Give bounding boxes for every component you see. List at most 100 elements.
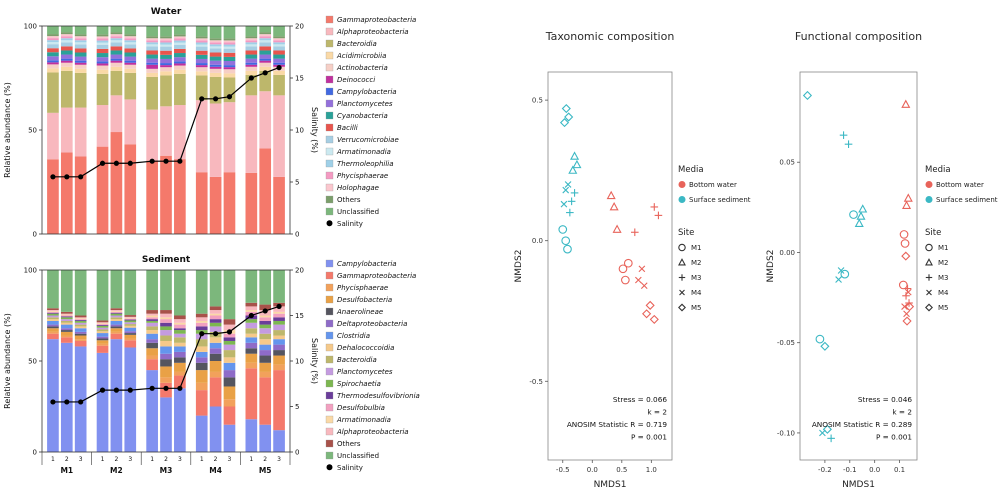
water-bar-segment	[259, 70, 272, 92]
legend-label: Salinity	[337, 220, 363, 228]
y2-tick-label: 0	[295, 449, 299, 457]
sediment-bar-segment	[195, 326, 208, 331]
legend-label: Unclassified	[337, 208, 379, 216]
sediment-bar-segment	[110, 339, 123, 452]
media-legend-title: Media	[925, 165, 951, 175]
sediment-bar-segment	[110, 315, 123, 318]
legend-swatch	[325, 391, 334, 400]
nmds-point-M1-bottom_water	[618, 264, 628, 274]
water-bar-segment	[223, 56, 236, 62]
functional-nmds-panel: Functional composition -0.2 -0.1 0.0 0.1 -0.1…	[755, 0, 1000, 500]
sediment-bar-segment	[124, 333, 137, 335]
water-salinity-marker	[262, 70, 268, 76]
sediment-bar-segment	[245, 333, 258, 338]
water-bar-segment	[160, 75, 172, 107]
water-bar-segment	[174, 57, 186, 62]
water-bar-segment	[60, 62, 73, 67]
water-bar-segment	[259, 62, 272, 67]
water-y2-axis-label: Salinity (%)	[310, 107, 319, 153]
water-bar-segment	[74, 40, 87, 43]
water-bar-segment	[47, 64, 59, 69]
water-bar-segment	[160, 40, 172, 43]
nmds-point-M4-bottom_water	[634, 276, 642, 284]
sediment-bar-segment	[174, 330, 186, 334]
sediment-bar-segment	[96, 352, 109, 452]
sediment-bar-segment	[259, 320, 272, 325]
water-bar-segment	[174, 36, 186, 39]
legend-label: Acidimicrobiia	[336, 52, 386, 60]
legend-swatch	[325, 135, 334, 144]
water-bar-segment	[110, 70, 123, 96]
sediment-salinity-marker	[64, 399, 70, 405]
sediment-bar-segment	[174, 322, 186, 325]
sediment-bar-segment	[146, 330, 158, 334]
replicate-label: 2	[114, 456, 118, 463]
diamond-site-legend-icon	[678, 303, 686, 312]
sediment-bar-segment	[146, 339, 158, 343]
triangle-site-legend-icon	[925, 258, 933, 266]
sediment-bar-segment	[259, 362, 272, 372]
sediment-bar-segment	[60, 311, 73, 314]
sediment-bar-segment	[209, 306, 222, 311]
sediment-bar-segment	[96, 324, 109, 325]
water-bar-segment	[96, 61, 109, 64]
water-bar-segment	[195, 50, 208, 55]
legend-swatch	[325, 403, 334, 412]
sediment-bar-segment	[146, 310, 158, 314]
water-bar-segment	[47, 34, 59, 37]
water-bar-segment	[110, 60, 123, 63]
water-bar-segment	[195, 58, 208, 64]
site-legend-label: M3	[938, 274, 949, 282]
sediment-bar-segment	[223, 337, 236, 341]
water-bar-segment	[60, 36, 73, 39]
y2-tick-label: 15	[295, 75, 304, 83]
sediment-bar-segment	[195, 322, 208, 327]
site-group-label: M2	[110, 466, 123, 475]
water-bar-segment	[96, 69, 109, 74]
sediment-bar-segment	[195, 382, 208, 391]
site-legend-label: M3	[691, 274, 702, 282]
water-bar-segment	[110, 26, 123, 33]
sediment-bar-segment	[60, 330, 73, 332]
sediment-bar-segment	[209, 348, 222, 354]
sediment-bar-segment	[160, 359, 172, 367]
sediment-bar-segment	[124, 317, 137, 319]
legend-swatch	[325, 27, 334, 36]
sediment-bar-segment	[209, 315, 222, 320]
water-bar-segment	[273, 74, 285, 96]
nmds-point-M2-bottom_water	[606, 190, 616, 200]
water-bar-segment	[209, 46, 222, 49]
sediment-bar-segment	[259, 333, 272, 340]
x-tick-label: -0.1	[843, 466, 857, 474]
sediment-bar-segment	[74, 320, 87, 323]
sediment-bar-segment	[146, 370, 158, 452]
sediment-bar-segment	[96, 324, 109, 326]
water-bar-segment	[245, 58, 258, 63]
sediment-bar-segment	[110, 312, 123, 314]
water-bar-segment	[195, 36, 208, 39]
nmds-point-M2-surface_sediment	[856, 211, 866, 220]
sediment-bar-segment	[74, 331, 87, 334]
sediment-bar-segment	[146, 348, 158, 356]
site-legend-label: M4	[691, 289, 702, 297]
water-bar-segment	[174, 44, 186, 49]
water-bar-segment	[245, 40, 258, 43]
sediment-bar-segment	[160, 377, 172, 383]
legend-swatch	[325, 15, 334, 24]
sediment-bar-segment	[259, 304, 272, 311]
water-title: Water	[151, 7, 182, 17]
legend-swatch	[325, 75, 334, 84]
sediment-bar-segment	[223, 350, 236, 358]
sediment-bar-segment	[74, 322, 87, 325]
sediment-bar-segment	[160, 310, 172, 314]
sediment-bar-segment	[223, 377, 236, 387]
water-bar-segment	[245, 44, 258, 47]
site-legend-title: Site	[925, 228, 941, 238]
replicate-label: 1	[200, 456, 204, 463]
water-bar-segment	[245, 36, 258, 39]
replicate-label: 3	[277, 456, 281, 463]
sediment-bar-segment	[96, 270, 109, 321]
sediment-bar-segment	[209, 371, 222, 378]
nmds-point-M5-bottom_water	[649, 314, 659, 324]
water-bar-segment	[47, 42, 59, 45]
